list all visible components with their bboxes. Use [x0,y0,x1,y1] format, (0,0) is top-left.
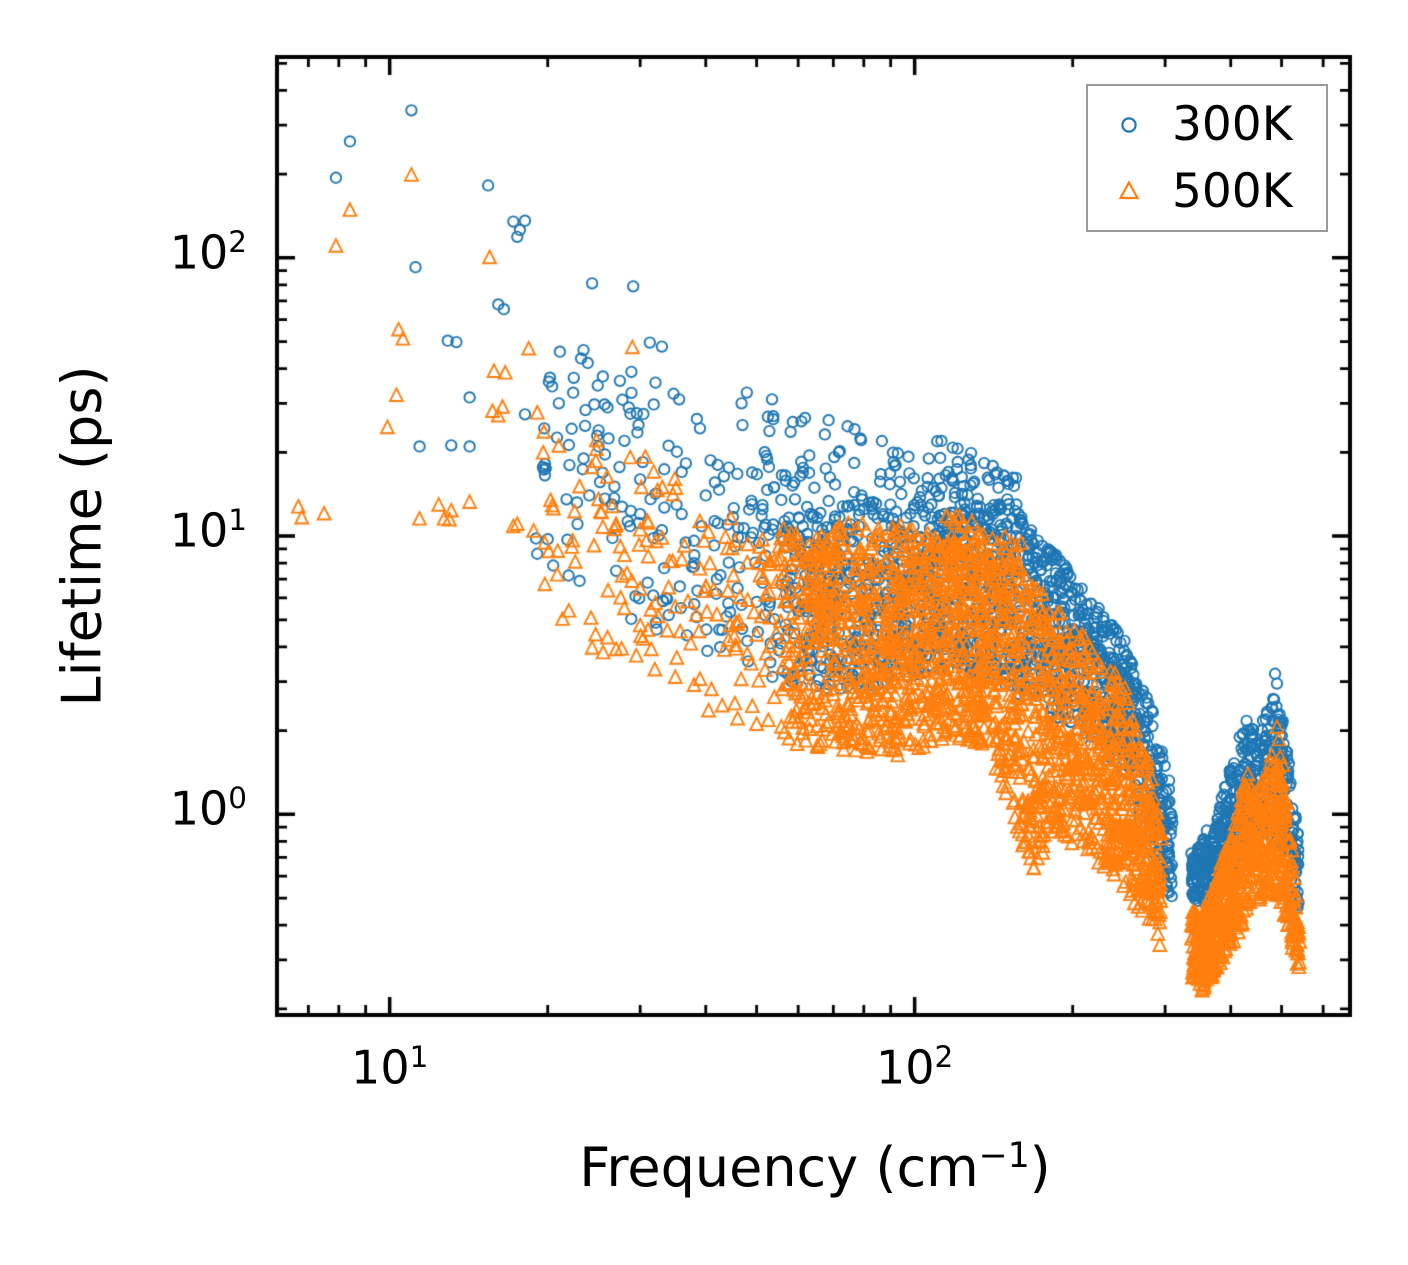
legend-label-300k: 300K [1172,97,1293,153]
legend-label-500k: 500K [1172,163,1293,219]
y-axis-title: Lifetime (ps) [51,365,114,706]
x-tick-label: 102 [876,1040,954,1095]
circle-marker-icon [1121,117,1137,133]
legend-item-300k: 300K [1110,97,1326,152]
x-axis-title-end: ) [1029,1136,1051,1199]
y-tick-label: 102 [169,224,247,280]
legend: 300K 500K [1086,84,1328,232]
x-axis-title-text: Frequency (cm [579,1136,979,1199]
x-axis-title-sup: −1 [978,1136,1030,1176]
y-axis-title-text: Lifetime (ps) [50,365,114,707]
x-tick-label: 101 [351,1040,429,1095]
legend-item-500k: 500K [1110,164,1326,219]
y-tick-label: 100 [169,781,247,836]
y-tick-label: 101 [169,503,247,558]
x-axis-title: Frequency (cm−1) [579,1136,1051,1199]
triangle-marker-icon [1118,180,1140,200]
